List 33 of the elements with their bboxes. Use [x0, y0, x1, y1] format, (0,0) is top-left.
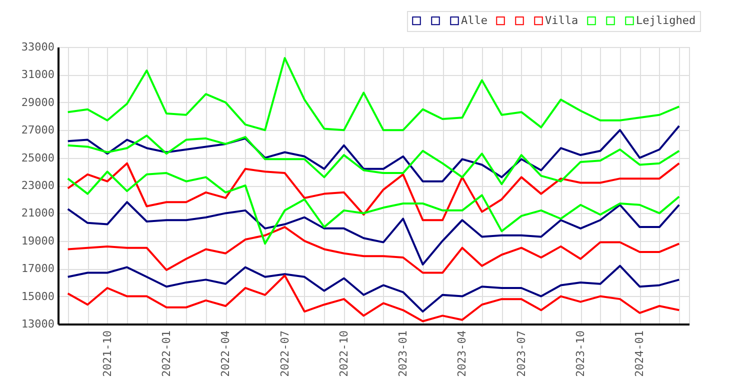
- line-series: [66, 201, 680, 266]
- y-tick-label: 25000: [21, 151, 54, 164]
- line-series: [66, 124, 680, 182]
- x-tick-label: 2023-10: [574, 330, 588, 377]
- y-tick-label: 19000: [21, 234, 54, 248]
- x-tick-label: 2023-07: [514, 330, 528, 377]
- line-series: [66, 226, 680, 274]
- x-tick-label: 2022-07: [278, 330, 292, 377]
- line-series: [66, 162, 680, 222]
- x-tick-label: 2024-01: [633, 330, 646, 377]
- y-tick-label: 13000: [21, 318, 54, 330]
- line-series: [66, 57, 680, 132]
- y-tick-label: 21000: [21, 206, 54, 220]
- y-tick-label: 31000: [21, 68, 54, 82]
- legend-label: Villa: [545, 14, 578, 27]
- line-series: [66, 134, 680, 186]
- x-tick-label: 2021-10: [100, 330, 114, 377]
- legend-label: Alle: [461, 14, 488, 27]
- y-tick-label: 29000: [21, 96, 54, 109]
- line-series: [66, 170, 680, 245]
- x-tick-label: 2023-01: [396, 330, 410, 377]
- x-tick-label: 2022-10: [337, 330, 350, 377]
- y-tick-label: 15000: [21, 290, 54, 303]
- y-tick-label: 23000: [21, 179, 54, 192]
- line-series: [66, 264, 680, 313]
- x-tick-label: 2023-04: [456, 330, 469, 377]
- y-tick-label: 33000: [21, 40, 54, 54]
- line-series: [66, 274, 680, 322]
- y-tick-label: 17000: [21, 262, 54, 276]
- x-tick-label: 2022-01: [160, 330, 173, 377]
- legend-label: Lejlighed: [636, 14, 696, 27]
- y-tick-label: 27000: [21, 124, 54, 137]
- x-tick-label: 2022-04: [219, 330, 232, 377]
